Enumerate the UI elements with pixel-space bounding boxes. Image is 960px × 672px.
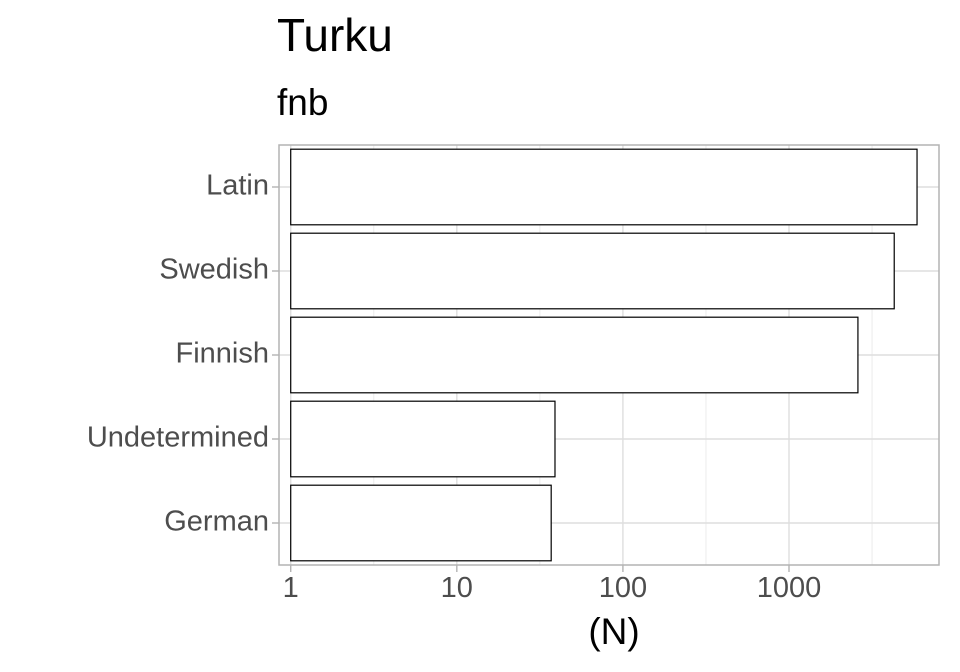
x-tick-label: 1	[283, 572, 299, 604]
y-tick-label: Undetermined	[87, 422, 269, 454]
x-tick-label: 1000	[757, 572, 822, 604]
bars	[290, 148, 918, 562]
axis-ticks	[272, 186, 790, 572]
x-tick-label: 10	[441, 572, 473, 604]
y-tick-label: Swedish	[159, 254, 269, 286]
y-tick-label: Finnish	[176, 338, 270, 370]
x-tick-label: 100	[599, 572, 647, 604]
bar-finnish	[290, 316, 859, 394]
bar-swedish	[290, 232, 895, 310]
chart-subtitle: fnb	[277, 82, 329, 123]
bar-undetermined	[290, 400, 556, 478]
x-axis-title: (N)	[588, 611, 639, 652]
axis-labels: Latin Swedish Finnish Undetermined German 1 10…	[87, 170, 821, 604]
bar-german	[290, 484, 552, 562]
y-tick-label: German	[164, 506, 269, 538]
bar-latin	[290, 148, 918, 226]
chart-title: Turku	[277, 9, 393, 61]
y-tick-label: Latin	[206, 170, 269, 202]
